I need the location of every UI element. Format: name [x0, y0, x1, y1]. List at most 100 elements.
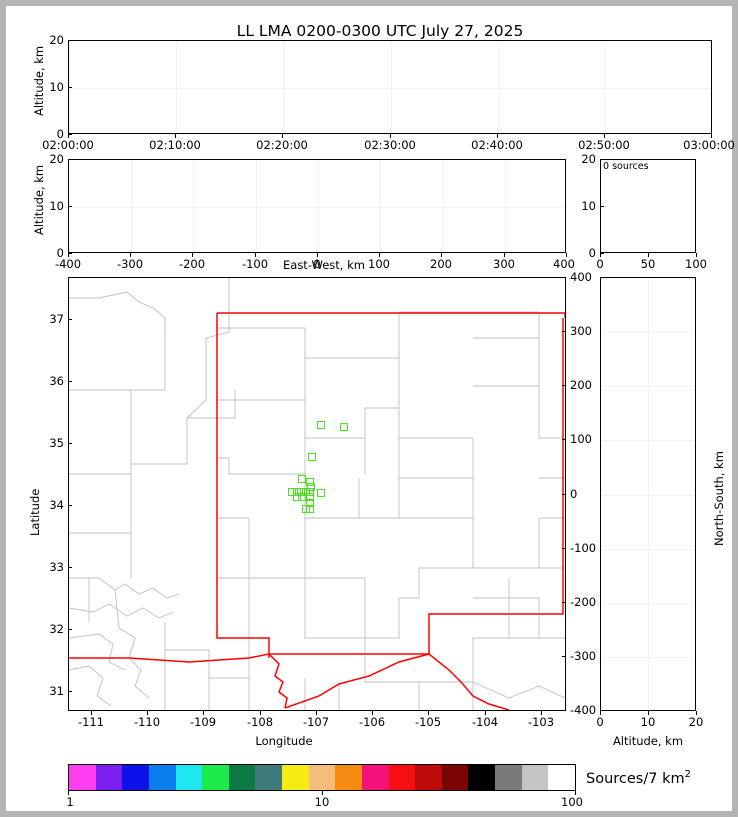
- tick-label: -400: [54, 257, 82, 271]
- colorbar-swatch: [335, 765, 362, 790]
- tick: [130, 253, 131, 257]
- tick: [68, 206, 72, 207]
- tick-label: -106: [358, 715, 386, 729]
- tick-label: 200: [570, 378, 592, 392]
- tick: [68, 381, 72, 382]
- tick: [696, 253, 697, 257]
- tick-label: -109: [189, 715, 217, 729]
- tick-label: 20: [581, 152, 596, 166]
- axis-label-altitude-bottom: Altitude, km: [612, 734, 684, 748]
- gridline: [601, 495, 695, 496]
- tick: [504, 253, 505, 257]
- tick: [600, 253, 604, 254]
- tick-label: 10: [581, 199, 596, 213]
- colorbar-swatch: [122, 765, 149, 790]
- gridline: [283, 41, 284, 133]
- tick-label: 02:40:00: [471, 138, 523, 152]
- tick: [68, 87, 72, 88]
- gridline: [498, 41, 499, 133]
- east-west-height-panel[interactable]: [68, 159, 566, 253]
- figure-canvas: LL LMA 0200-0300 UTC July 27, 2025 0 1 0 …: [6, 6, 735, 811]
- tick-label: -100: [570, 541, 597, 555]
- colorbar-swatch: [468, 765, 495, 790]
- tick: [441, 253, 442, 257]
- colorbar-label-exponent: 2: [684, 769, 691, 780]
- tick: [648, 253, 649, 257]
- tick: [562, 494, 566, 495]
- tick: [562, 277, 566, 278]
- tick-label: 10: [640, 715, 656, 729]
- gridline: [256, 160, 257, 252]
- tick: [68, 443, 72, 444]
- source-marker: [308, 453, 317, 462]
- tick: [485, 711, 486, 715]
- tick-label: 20: [688, 715, 704, 729]
- altitude-histogram-panel[interactable]: 0 sources: [600, 159, 696, 253]
- sources-density-colorbar[interactable]: [68, 764, 576, 791]
- tick-label: 50: [640, 257, 656, 271]
- tick: [428, 711, 429, 715]
- tick-label: 0: [56, 127, 64, 141]
- tick-label: 1: [66, 795, 74, 809]
- tick-label: 35: [49, 436, 64, 450]
- gridline: [601, 603, 695, 604]
- colorbar-region: Sources/7 km2 1 10 100: [6, 6, 732, 811]
- colorbar-swatch: [255, 765, 282, 790]
- tick-label: 02:30:00: [364, 138, 416, 152]
- tick: [566, 253, 567, 257]
- source-marker: [306, 482, 315, 491]
- tick-label: 10: [314, 795, 330, 809]
- source-marker: [305, 477, 314, 486]
- tick-label: 300: [493, 257, 515, 271]
- source-marker: [305, 488, 314, 497]
- tick-label: 400: [553, 257, 575, 271]
- tick: [68, 134, 72, 135]
- tick-label: -200: [178, 257, 206, 271]
- source-marker: [316, 489, 325, 498]
- page-title: LL LMA 0200-0300 UTC July 27, 2025: [236, 22, 524, 40]
- gridline: [193, 160, 194, 252]
- tick: [317, 253, 318, 257]
- tick-label: 100: [570, 432, 592, 446]
- tick-label: 02:10:00: [149, 138, 201, 152]
- tick: [192, 253, 193, 257]
- tick: [68, 691, 72, 692]
- colorbar-swatch: [495, 765, 522, 790]
- source-marker: [297, 474, 306, 483]
- gridline: [176, 41, 177, 133]
- source-marker: [340, 422, 349, 431]
- tick-label: 03:00:00: [683, 138, 735, 152]
- tick-label: 02:50:00: [578, 138, 630, 152]
- tick-label: -400: [570, 703, 597, 717]
- tick-label: 33: [49, 560, 64, 574]
- source-marker: [293, 492, 302, 501]
- tick-label: 20: [49, 152, 64, 166]
- source-marker: [292, 488, 301, 497]
- tick: [255, 253, 256, 257]
- tick-label: 34: [49, 498, 64, 512]
- tick-label: 02:00:00: [42, 138, 94, 152]
- tick: [68, 505, 72, 506]
- tick-label: -111: [77, 715, 105, 729]
- tick-label: 100: [368, 257, 390, 271]
- tick-label: -103: [527, 715, 555, 729]
- gridline: [69, 207, 565, 208]
- tick-label: -300: [116, 257, 144, 271]
- north-south-height-panel[interactable]: [600, 277, 696, 711]
- source-marker: [298, 492, 307, 501]
- source-marker: [288, 487, 297, 496]
- tick-label: 31: [49, 684, 64, 698]
- tick: [68, 791, 69, 795]
- tick-label: -300: [570, 649, 597, 663]
- colorbar-swatch: [175, 765, 203, 790]
- tick: [91, 711, 92, 715]
- tick: [68, 567, 72, 568]
- tick: [604, 134, 605, 138]
- colorbar-swatch: [282, 765, 309, 790]
- colorbar-swatch: [202, 765, 229, 790]
- tick: [562, 602, 566, 603]
- tick: [711, 134, 712, 138]
- county-borders: [69, 278, 565, 710]
- tick: [260, 711, 261, 715]
- time-height-panel[interactable]: [68, 40, 712, 134]
